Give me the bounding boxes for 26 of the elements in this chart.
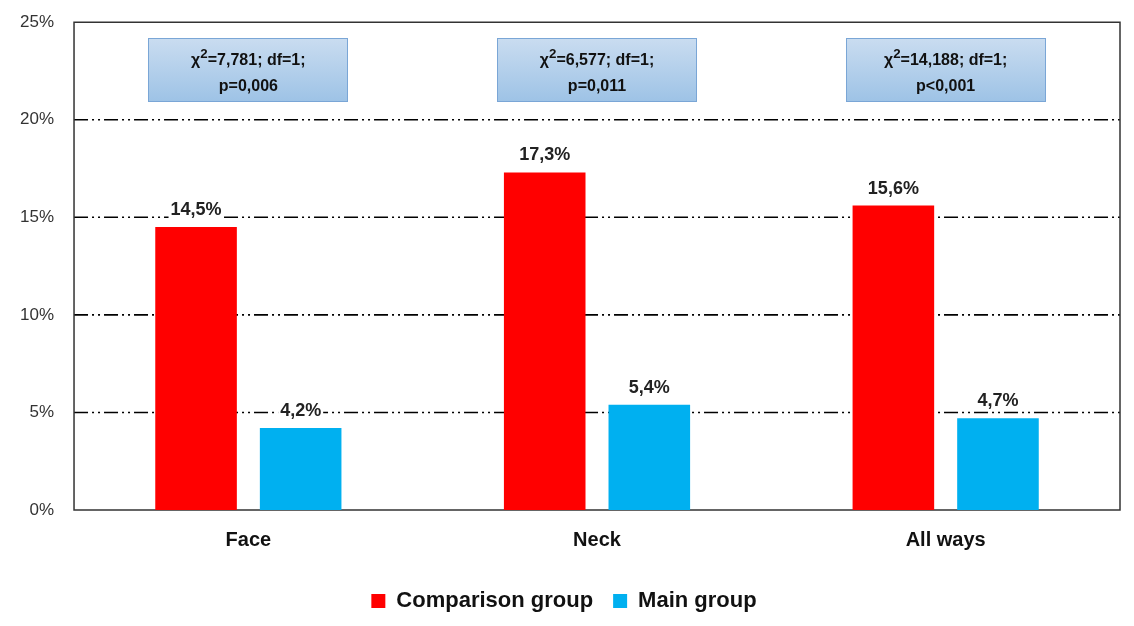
data-label: 15,6% [867,177,919,198]
bar [503,172,586,510]
y-tick-label: 15% [19,207,55,227]
x-tick-label: All ways [905,527,986,550]
data-label: 4,7% [977,390,1019,411]
x-tick-label: Neck [573,527,622,550]
bar [608,404,691,510]
data-label: 4,2% [280,400,322,421]
y-tick-label: 5% [29,402,55,422]
legend-label: Main group [638,587,757,613]
annotation: χ$^{2}$=6,577; df=1; p=0,011 [538,45,656,96]
bar [259,428,342,510]
data-label: 14,5% [170,199,222,220]
bar [155,227,237,510]
y-tick-label: 20% [19,109,55,129]
data-label: 5,4% [628,376,670,397]
bar [957,418,1039,510]
annotation: χ$^{2}$=14,188; df=1; p<0,001 [882,45,1009,96]
annotation: χ$^{2}$=7,781; df=1; p=0,006 [190,45,307,96]
bar [852,205,935,510]
x-tick-label: Face [225,527,272,550]
legend-label: Comparison group [396,587,594,613]
y-tick-label: 10% [19,304,55,324]
y-tick-label: 25% [19,11,55,31]
y-tick-label: 0% [29,499,55,519]
data-label: 17,3% [519,144,571,165]
